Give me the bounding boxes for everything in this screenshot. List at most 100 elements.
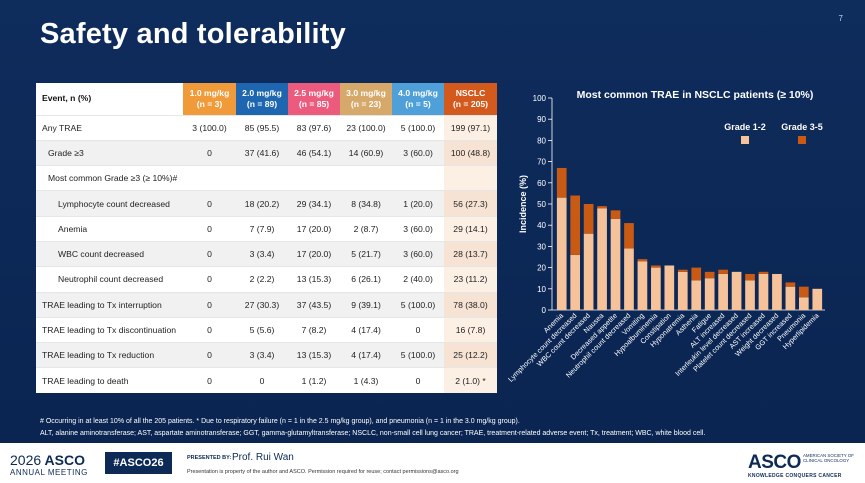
y-tick-label: 50 [537,200,546,209]
table-cell: 1 (1.2) [288,367,340,394]
table-cell [340,165,392,191]
table-cell: 0 [183,342,236,368]
table-row-label: Most common Grade ≥3 (≥ 10%)# [36,165,183,191]
table-cell: 3 (3.4) [236,240,288,267]
y-tick-label: 30 [537,242,546,251]
legend-label-grade-3-5: Grade 3-5 [781,122,823,132]
table-row-label: WBC count decreased [36,240,183,267]
bar-grade-1-2 [610,218,621,310]
chart-title: Most common TRAE in NSCLC patients (≥ 10… [577,89,814,101]
table-cell: 199 (97.1) [444,114,497,141]
table-header-dose-1: 1.0 mg/kg (n = 3) [183,83,236,115]
table-cell: 0 [183,240,236,267]
table-cell: 83 (97.6) [288,114,340,141]
meeting-org: ASCO [44,452,85,468]
table-cell: 78 (38.0) [444,291,497,318]
meeting-year: 2026 [10,452,42,468]
bar-grade-1-2 [664,265,675,310]
table-cell [392,165,444,191]
table-cell [444,165,497,191]
bar-grade-1-2 [704,278,715,310]
table-cell: 0 [183,266,236,293]
bar-grade-1-2 [691,280,702,310]
bar-grade-3-5 [691,267,702,281]
y-tick-label: 10 [537,285,546,294]
table-cell: 0 [183,190,236,217]
table-cell: 0 [183,291,236,318]
table-row-label: TRAE leading to Tx discontinuation [36,316,183,343]
table-cell: 2 (1.0) * [444,367,497,394]
copyright-notice: Presentation is property of the author a… [187,469,459,475]
table-header-dose-4: 3.0 mg/kg (n = 23) [340,83,392,115]
bar-grade-1-2 [772,273,782,310]
table-cell: 100 (48.8) [444,139,497,166]
table-cell: 37 (43.5) [288,291,340,318]
table-row: Grade ≥3 0 37 (41.6) 46 (54.1) 14 (60.9) 3 (6… [36,139,497,166]
table-cell: 5 (100.0) [392,342,444,368]
bar-grade-3-5 [637,259,648,262]
table-cell: 1 (20.0) [392,190,444,217]
bar-grade-3-5 [651,265,661,268]
table-cell: 0 [183,316,236,343]
table-cell: 46 (54.1) [288,139,340,166]
page-number: 7 [838,14,843,23]
table-cell: 0 [183,215,236,242]
table-cell: 25 (12.2) [444,342,497,368]
bar-grade-1-2 [731,271,742,310]
bar-grade-3-5 [556,167,567,198]
table-cell: 18 (20.2) [236,190,288,217]
table-row-label: Anemia [36,215,183,242]
legend-swatch-grade-3-5 [798,136,806,144]
bar-grade-3-5 [758,271,769,274]
table-cell: 29 (34.1) [288,190,340,217]
table-header-event: Event, n (%) [36,83,183,115]
bar-grade-1-2 [556,197,567,310]
table-cell [236,165,288,191]
table-cell: 28 (13.7) [444,240,497,267]
table-cell: 56 (27.3) [444,190,497,217]
table-cell: 2 (40.0) [392,266,444,293]
table-body: Any TRAE 3 (100.0) 85 (95.5) 83 (97.6) 23 (1… [36,114,497,394]
meeting-logo: 2026 ASCO [10,452,85,468]
table-row: Any TRAE 3 (100.0) 85 (95.5) 83 (97.6) 23 (1… [36,114,497,141]
presenter-name: Prof. Rui Wan [232,452,294,463]
table-cell: 14 (60.9) [340,139,392,166]
table-cell: 3 (100.0) [183,114,236,141]
table-row-label: Grade ≥3 [36,139,183,166]
table-row: TRAE leading to Tx interruption 0 27 (30.3… [36,291,497,318]
table-cell: 3 (3.4) [236,342,288,368]
table-cell: 0 [183,139,236,166]
table-cell: 9 (39.1) [340,291,392,318]
bar-grade-1-2 [624,248,634,310]
footnote-abbreviations: ALT, alanine aminotransferase; AST, aspa… [40,430,706,437]
asco-logo: ASCO [748,452,801,473]
bar-grade-3-5 [624,223,634,249]
legend-label-grade-1-2: Grade 1-2 [724,122,766,132]
bar-grade-3-5 [798,286,809,298]
bar-grade-1-2 [758,273,769,310]
y-tick-label: 20 [537,264,546,273]
bar-grade-3-5 [677,269,688,272]
table-cell: 0 [183,367,236,394]
y-tick-label: 100 [533,94,547,103]
bar-grade-1-2 [597,208,607,310]
bar-grade-3-5 [610,210,621,219]
table-cell: 0 [392,316,444,343]
y-tick-label: 40 [537,221,546,230]
presented-by-label: PRESENTED BY: [187,455,232,461]
table-row-label: TRAE leading to Tx interruption [36,291,183,318]
bar-grade-1-2 [570,254,581,310]
table-row-label: TRAE leading to death [36,367,183,394]
table-cell: 13 (15.3) [288,342,340,368]
table-row: TRAE leading to death 0 0 1 (1.2) 1 (4.3) 0 2 … [36,367,497,394]
bar-grade-1-2 [718,273,728,310]
table-cell: 23 (11.2) [444,266,497,293]
table-header-dose-3: 2.5 mg/kg (n = 85) [288,83,340,115]
footer: 2026 ASCO ANNUAL MEETING #ASCO26 PRESENT… [0,443,865,483]
bar-grade-1-2 [583,233,594,310]
table-cell: 5 (5.6) [236,316,288,343]
bar-grade-3-5 [597,206,607,209]
table-cell: 13 (15.3) [288,266,340,293]
y-axis-label: Incidence (%) [518,175,528,233]
table-cell: 23 (100.0) [340,114,392,141]
